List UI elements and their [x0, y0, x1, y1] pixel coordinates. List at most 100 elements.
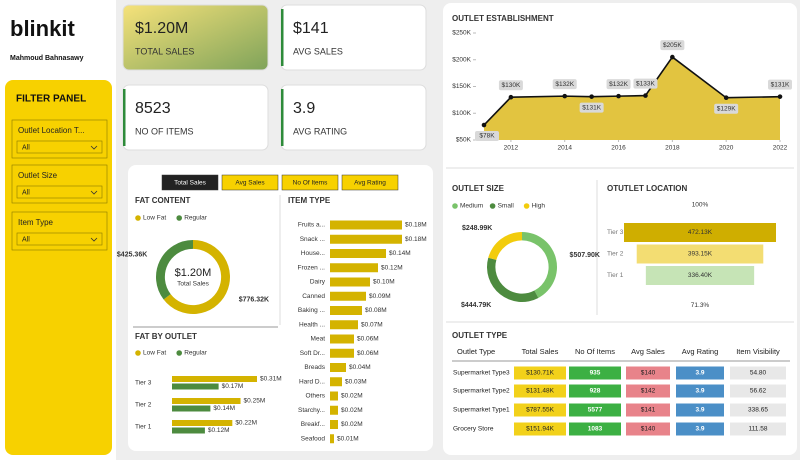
- chart-title: OTUTLET LOCATION: [607, 184, 688, 193]
- column-header: Item Visibility: [736, 347, 780, 356]
- column-header: Outlet Type: [457, 347, 495, 356]
- author: Mahmoud Bahnasawy: [10, 55, 84, 62]
- cell-text: 928: [590, 388, 601, 395]
- tab[interactable]: [161, 174, 219, 191]
- point: [723, 95, 729, 101]
- data-label: 336.40K: [688, 272, 713, 279]
- filter-label: Outlet Size: [18, 171, 58, 180]
- table-title: OUTLET TYPE: [452, 331, 508, 340]
- cell-text: 111.58: [749, 426, 768, 433]
- cell-text: $131.48K: [526, 388, 554, 395]
- bar: [330, 391, 338, 401]
- kpi-card: [122, 84, 269, 151]
- category-label: Others: [305, 393, 325, 400]
- filter-title: FILTER PANEL: [16, 94, 86, 105]
- filter-dropdown[interactable]: [16, 140, 103, 154]
- category-label: House...: [301, 250, 325, 257]
- data-label: $131K: [771, 81, 790, 88]
- legend-swatch: [452, 203, 458, 209]
- point: [670, 54, 675, 60]
- data-label: $205K: [663, 42, 682, 49]
- table-cell: [730, 422, 786, 436]
- table-cell: [514, 422, 566, 436]
- cell-text: 3.9: [695, 388, 704, 395]
- category-label: Frozen ...: [298, 264, 326, 271]
- category-label: Tier 3: [607, 229, 624, 236]
- label-bg: [633, 78, 658, 89]
- table-cell: [514, 384, 566, 398]
- data-label: $130K: [502, 82, 521, 89]
- data-label: $0.14M: [389, 250, 411, 257]
- brand: blinkit: [10, 16, 75, 41]
- point: [562, 93, 568, 99]
- category-label: Health ...: [299, 321, 325, 328]
- cell-text: 5577: [588, 407, 603, 414]
- bar: [330, 405, 338, 415]
- donut-segment: [155, 240, 193, 300]
- category-label: Fruits a...: [298, 222, 325, 229]
- area: [484, 57, 780, 141]
- cell-text: 54.80: [750, 370, 767, 377]
- point: [589, 94, 594, 99]
- table-cell: [626, 422, 670, 436]
- kpi-label: AVG RATING: [293, 126, 347, 136]
- cell-text: 56.62: [750, 388, 767, 395]
- bar: [172, 427, 205, 434]
- bar: [172, 398, 241, 404]
- cell-text: 3.9: [695, 426, 704, 433]
- chart-title: FAT BY OUTLET: [135, 332, 197, 341]
- filter-dropdown[interactable]: [16, 232, 103, 246]
- bar: [330, 434, 334, 444]
- bar: [330, 363, 346, 372]
- bar: [172, 420, 233, 426]
- column-header: No Of Items: [575, 347, 615, 356]
- center-label: Total Sales: [177, 281, 210, 288]
- cell-text: $140: [641, 370, 656, 377]
- data-label: $0.01M: [337, 435, 359, 442]
- data-label: $0.09M: [369, 293, 391, 300]
- tab[interactable]: [281, 174, 339, 191]
- data-label: 472.13K: [688, 229, 713, 236]
- data-label: $0.02M: [341, 407, 363, 414]
- center-value: $1.20M: [175, 267, 212, 279]
- data-label: $133K: [636, 80, 655, 87]
- tab[interactable]: [221, 174, 279, 191]
- data-label: $0.22M: [235, 420, 257, 427]
- donut-segment: [487, 257, 539, 302]
- legend-swatch: [176, 350, 182, 356]
- bar: [330, 420, 338, 429]
- cell-text: 935: [590, 370, 601, 377]
- kpi-value: 8523: [135, 100, 171, 117]
- data-label: $0.12M: [208, 427, 230, 434]
- chevron: [90, 237, 98, 242]
- label-bg: [606, 79, 631, 90]
- kpi-card: [280, 4, 427, 71]
- data-label: $776.32K: [239, 296, 269, 303]
- filter-value: All: [22, 189, 30, 196]
- tab-label: Total Sales: [174, 180, 207, 187]
- category-label: Canned: [302, 293, 325, 300]
- legend-label: Small: [498, 203, 515, 210]
- label-bg: [552, 79, 577, 90]
- data-label: $425.36K: [117, 251, 147, 258]
- data-label: $0.10M: [373, 279, 395, 286]
- table-cell: [514, 403, 566, 417]
- cell-text: $130.71K: [526, 370, 554, 377]
- bar: [330, 348, 354, 358]
- legend-swatch: [135, 350, 141, 356]
- legend-swatch: [135, 215, 141, 221]
- table-cell: [514, 366, 566, 380]
- funnel-bottom: 71.3%: [691, 302, 710, 309]
- table-cell: [569, 366, 621, 380]
- x-tick-label: 2012: [504, 145, 519, 152]
- filter-dropdown[interactable]: [16, 185, 103, 199]
- tab[interactable]: [341, 174, 399, 191]
- table-cell: [569, 384, 621, 398]
- bar: [330, 291, 366, 301]
- category-label: Snack ...: [300, 236, 325, 243]
- bar: [330, 320, 358, 330]
- data-label: $507.90K: [570, 252, 600, 259]
- category-label: Tier 1: [607, 272, 624, 279]
- chart-title: ITEM TYPE: [288, 196, 331, 205]
- table-cell: [569, 422, 621, 436]
